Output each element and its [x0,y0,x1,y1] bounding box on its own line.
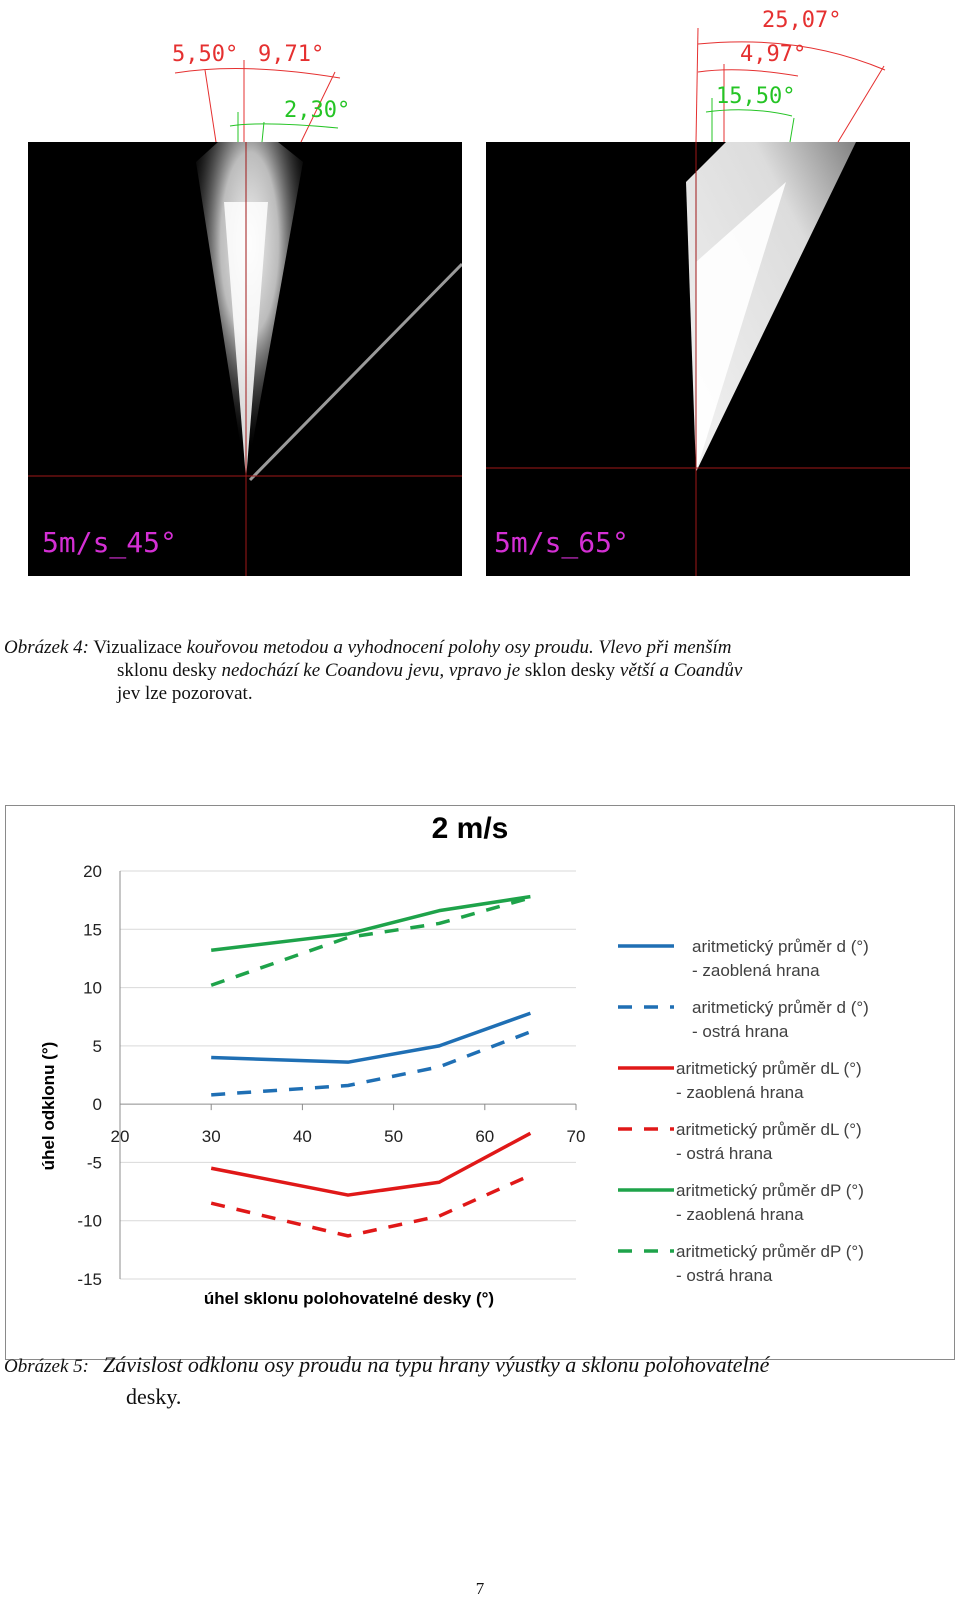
series-line-3 [210,1131,532,1197]
x-axis-label: úhel sklonu polohovatelné desky (°) [204,1289,494,1308]
series-line-6 [210,896,531,987]
x-tick-label: 40 [293,1127,312,1146]
page-number: 7 [475,1579,485,1598]
x-tick-label: 20 [111,1127,130,1146]
series-line-4 [210,1173,532,1238]
figure4-caption-p5: sklon desky [520,660,620,681]
smoke-photo-45: 5m/s_45° [28,142,462,576]
angle-label-right-red: 25,07° [762,8,842,33]
figure5-caption-lead: Obrázek 5: [4,1356,89,1377]
y-tick-label: 5 [93,1037,102,1056]
chart-title: 2 m/s [432,812,509,845]
y-tick-label: -5 [87,1153,102,1172]
photo-label-45: 5m/s_45° [42,526,177,559]
y-tick-label: 20 [83,862,102,881]
angle-label-right-green: 15,50° [716,84,796,109]
x-tick-label: 30 [202,1127,221,1146]
chart-frame: 2 m/s -15 -10 -5 0 5 10 15 20 20 30 40 50 60 70 aritm… [5,805,955,1360]
gridlines [120,870,576,1280]
angle-label-left-red2: 9,71° [258,42,325,67]
angle-label-left-red: 5,50° [172,42,239,67]
legend-label-2: aritmetický průměr d (°) - ostrá hrana [692,998,869,1041]
legend-label-4: aritmetický průměr dL (°) - ostrá hrana [676,1120,862,1163]
figure4-caption-p3: sklonu desky [117,660,222,681]
angle-annotation-right [695,27,886,143]
figure4-caption-p1: Vizualizace [88,637,187,658]
y-tick-label: -15 [77,1270,102,1289]
y-axis-label: úhel odklonu (°) [39,1042,58,1171]
series [210,894,532,1238]
legend-label-1: aritmetický průměr d (°) - zaoblená hrana [692,937,869,980]
series-line-1 [211,1011,531,1064]
series-line-5 [210,894,531,953]
x-tick-label: 60 [475,1127,494,1146]
figure4-caption-lead: Obrázek 4: [4,637,89,658]
figure4-caption-line1: Obrázek 4: Vizualizace kouřovou metodou … [4,636,954,659]
figure5-caption-line2: desky. [126,1384,182,1409]
figure5-caption-text: Závislost odklonu osy proudu na typu hra… [102,1352,770,1377]
legend-label-3: aritmetický průměr dL (°) - zaoblená hran… [676,1059,862,1102]
legend-label-5: aritmetický průměr dP (°) - zaoblená hran… [676,1181,864,1224]
y-tick-label: -10 [77,1212,102,1231]
x-tick-label: 50 [384,1127,403,1146]
y-tick-label: 0 [93,1095,102,1114]
figure4-caption-p7: jev lze pozorovat. [117,683,253,704]
figure4-caption-p4: nedochází ke Coandovu jevu, vpravo je [221,660,521,681]
figure4-caption-p2: kouřovou metodou a vyhodnocení polohy os… [186,637,732,658]
y-tick-label: 10 [83,979,102,998]
figure5-caption: Obrázek 5: Závislost odklonu osy proudu n… [4,1350,954,1412]
smoke-photo-65: 5m/s_65° [486,142,910,576]
line-chart: 2 m/s -15 -10 -5 0 5 10 15 20 20 30 40 50 60 70 aritm… [39,812,869,1308]
axes: -15 -10 -5 0 5 10 15 20 20 30 40 50 60 70 [77,862,585,1289]
angle-label-left-green: 2,30° [284,98,351,123]
legend: aritmetický průměr d (°) - zaoblená hrana… [618,937,869,1285]
figure4-caption-line2: sklonu desky nedochází ke Coandovu jevu,… [4,659,954,682]
series-line-2 [211,1030,532,1097]
angle-annotation-left [174,60,341,143]
y-tick-label: 15 [83,920,102,939]
angle-label-right-red2: 4,97° [740,42,807,67]
legend-label-6: aritmetický průměr dP (°) - ostrá hrana [676,1242,864,1285]
photo-label-65: 5m/s_65° [494,526,629,559]
x-tick-label: 70 [567,1127,586,1146]
figure5-caption-line1: Obrázek 5: Závislost odklonu osy proudu n… [4,1350,954,1382]
figure4-caption-line3: jev lze pozorovat. [4,682,954,705]
figure4-caption: Obrázek 4: Vizualizace kouřovou metodou … [4,636,954,705]
figure4-caption-p6: větší a Coandův [619,660,743,681]
